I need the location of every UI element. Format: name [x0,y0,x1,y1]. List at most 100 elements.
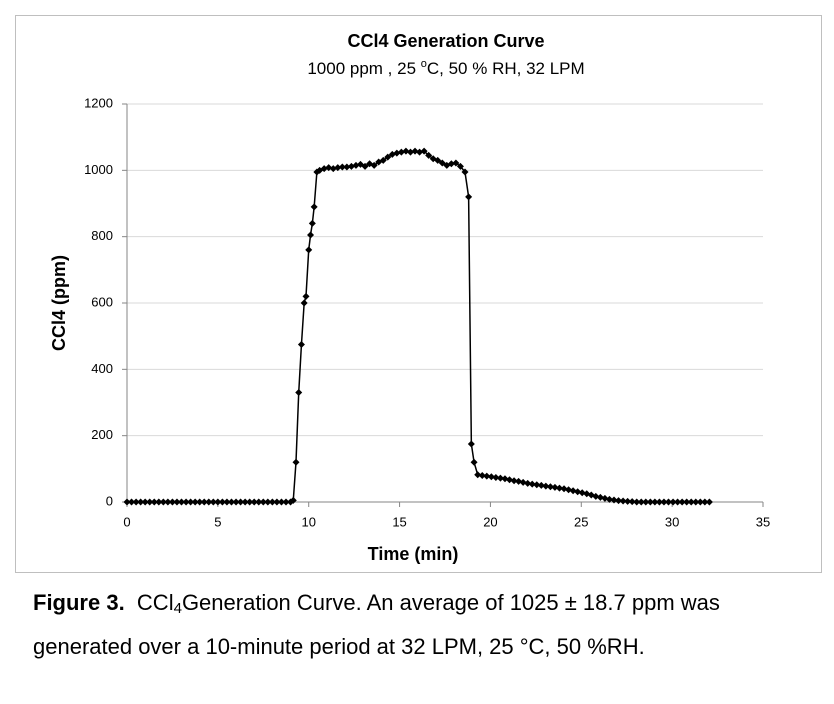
data-marker [542,482,550,490]
data-marker [128,498,136,506]
data-marker [308,219,316,227]
data-marker [292,458,300,466]
chart-title: CCl4 Generation Curve [347,31,544,51]
data-marker [338,163,346,171]
data-marker [615,497,623,505]
data-marker [642,498,650,506]
data-marker [187,498,195,506]
data-marker [397,148,405,156]
data-marker [483,472,491,480]
data-marker [141,498,149,506]
data-marker [678,498,686,506]
data-marker [379,156,387,164]
x-tick-label: 30 [665,514,679,529]
data-marker [168,498,176,506]
data-marker [259,498,267,506]
data-marker [200,498,208,506]
chart: CCl4 Generation Curve 1000 ppm , 25 oC, … [15,15,822,573]
x-tick-label: 20 [483,514,497,529]
data-marker [241,498,249,506]
data-marker [343,163,351,171]
data-marker [150,498,158,506]
data-marker [164,498,172,506]
y-tick-label: 400 [91,361,113,376]
data-marker [282,498,290,506]
data-marker [370,161,378,169]
data-marker [596,493,604,501]
data-marker [560,485,568,493]
x-tick-label: 25 [574,514,588,529]
data-marker [646,498,654,506]
data-marker [246,498,254,506]
data-marker [665,498,673,506]
y-tick-label: 600 [91,294,113,309]
data-marker [492,473,500,481]
subtitle-part: C, 50 % RH, 32 LPM [427,59,585,78]
caption-text: CCl [136,590,174,615]
data-marker [361,162,369,170]
data-marker [601,494,609,502]
data-marker [329,165,337,173]
y-axis-title: CCl4 (ppm) [49,255,69,351]
subtitle-part: o [421,58,427,70]
data-marker [610,496,618,504]
data-marker [255,498,263,506]
data-marker [624,497,632,505]
data-marker [209,498,217,506]
caption: Figure 3. CCl4Generation Curve. An avera… [33,584,803,666]
data-marker [687,498,695,506]
x-tick-label: 15 [392,514,406,529]
x-tick-label: 10 [301,514,315,529]
data-marker [237,498,245,506]
data-marker [674,498,682,506]
data-marker [696,498,704,506]
caption-subscript: 4 [173,600,182,617]
data-marker [496,474,504,482]
data-marker [402,147,410,155]
data-marker [637,498,645,506]
y-tick-label: 200 [91,427,113,442]
data-marker [470,458,478,466]
caption-text: Generation Curve. An average of 1025 ± 1… [33,590,720,659]
data-marker [519,478,527,486]
data-marker [683,498,691,506]
data-marker [227,498,235,506]
y-tick-label: 1000 [84,162,113,177]
data-marker [452,159,460,167]
data-marker [420,147,428,155]
data-marker [651,498,659,506]
data-marker [191,498,199,506]
data-marker [592,492,600,500]
data-marker [310,203,318,211]
data-marker [447,160,455,168]
data-marker [352,161,360,169]
data-marker [628,498,636,506]
data-marker [218,498,226,506]
data-marker [182,498,190,506]
data-marker [465,193,473,201]
data-marker [273,498,281,506]
data-marker [655,498,663,506]
data-marker [510,477,518,485]
data-marker [546,483,554,491]
data-marker [565,486,573,494]
data-marker [232,498,240,506]
data-marker [307,231,315,239]
data-marker [295,389,303,397]
data-marker [305,246,313,254]
data-marker [487,473,495,481]
data-marker [277,498,285,506]
data-marker [155,498,163,506]
data-marker [320,165,328,173]
data-marker [416,148,424,156]
data-marker [619,497,627,505]
data-marker [146,498,154,506]
data-marker [633,498,641,506]
data-marker [574,488,582,496]
data-marker [506,476,514,484]
data-marker [515,477,523,485]
data-marker [701,498,709,506]
data-marker [461,168,469,176]
x-tick-label: 35 [756,514,770,529]
data-marker [173,498,181,506]
